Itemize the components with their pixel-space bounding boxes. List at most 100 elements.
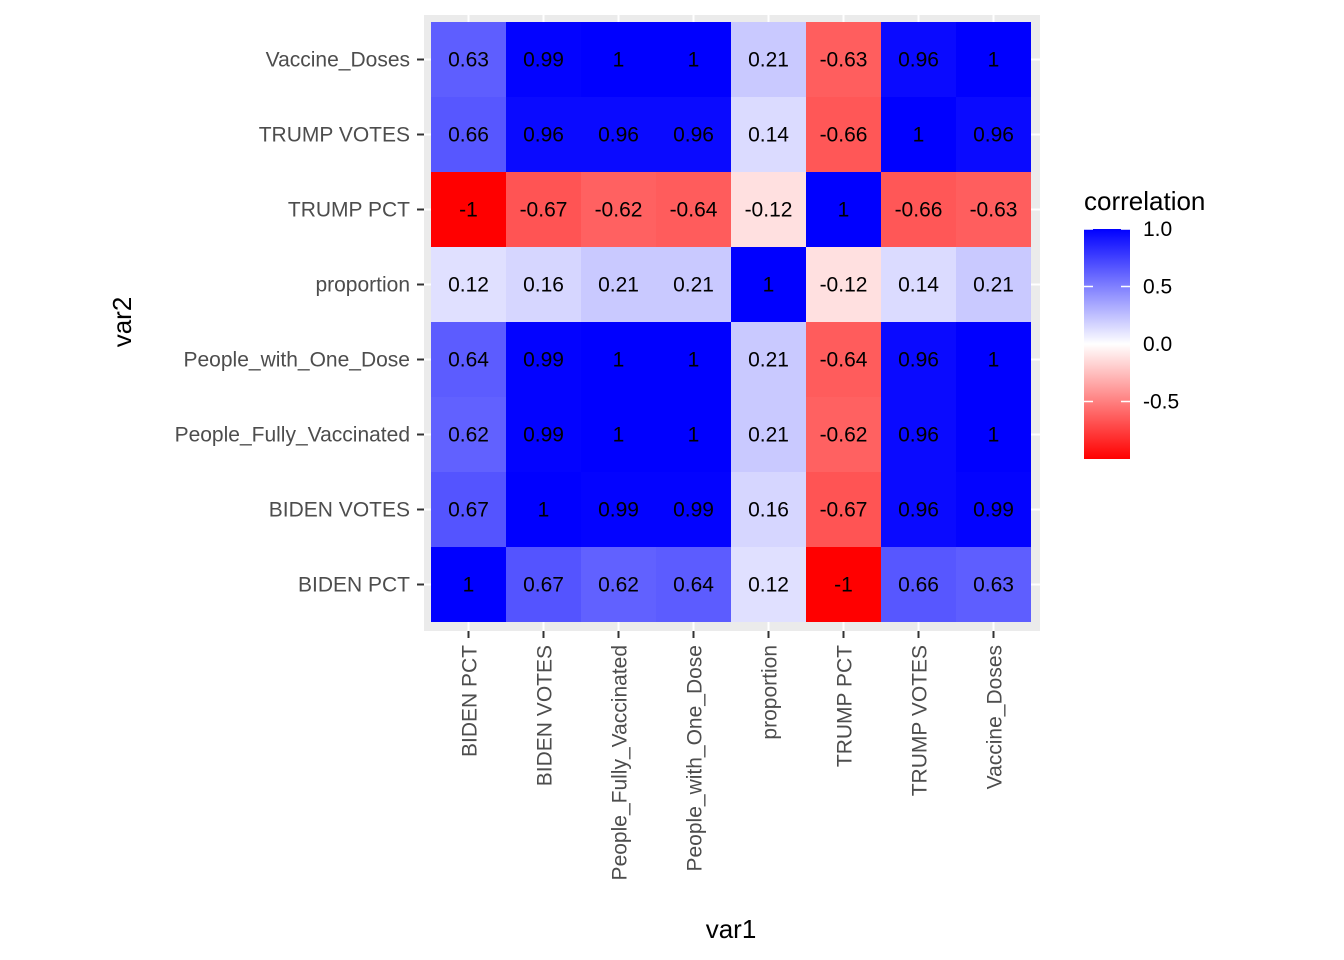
heatmap-cell xyxy=(656,22,731,97)
heatmap-cell xyxy=(806,472,881,547)
heatmap-cell xyxy=(581,97,656,172)
heatmap-cell xyxy=(731,247,806,322)
legend-tick-label: 0.0 xyxy=(1143,333,1172,356)
cell-value-label: 1 xyxy=(688,349,700,372)
heatmap-cell xyxy=(731,22,806,97)
heatmap-cell xyxy=(731,97,806,172)
heatmap-cell xyxy=(656,397,731,472)
cell-value-label: -0.63 xyxy=(970,199,1018,222)
heatmap-cell xyxy=(956,397,1031,472)
heatmap-cells xyxy=(431,22,1031,622)
cell-value-label: 0.96 xyxy=(598,124,639,147)
cell-value-label: 0.99 xyxy=(598,499,639,522)
cell-value-label: 0.21 xyxy=(748,349,789,372)
y-tick-label: People_with_One_Dose xyxy=(184,349,411,372)
heatmap-cell xyxy=(656,247,731,322)
heatmap-cell xyxy=(881,22,956,97)
heatmap-cell xyxy=(881,472,956,547)
cell-value-label: 1 xyxy=(613,49,625,72)
cell-value-label: -0.67 xyxy=(820,499,868,522)
heatmap-cell xyxy=(731,397,806,472)
cell-value-label: -0.64 xyxy=(670,199,718,222)
x-axis-title: var1 xyxy=(706,914,757,944)
cell-value-label: 0.21 xyxy=(748,49,789,72)
cell-value-label: 1 xyxy=(688,49,700,72)
cell-value-label: 0.67 xyxy=(448,499,489,522)
cell-value-label: 0.96 xyxy=(898,424,939,447)
cell-value-label: 0.63 xyxy=(973,574,1014,597)
y-tick-label: People_Fully_Vaccinated xyxy=(175,424,410,447)
heatmap-cell xyxy=(656,97,731,172)
heatmap-cell xyxy=(881,247,956,322)
cell-value-label: 0.14 xyxy=(748,124,789,147)
heatmap-cell xyxy=(956,22,1031,97)
cell-value-label: 0.66 xyxy=(898,574,939,597)
cell-value-label: -0.12 xyxy=(820,274,868,297)
cell-value-label: 0.96 xyxy=(898,49,939,72)
y-tick-label: BIDEN PCT xyxy=(298,574,410,597)
legend-title: correlation xyxy=(1084,186,1205,216)
heatmap-cell xyxy=(806,22,881,97)
heatmap-cell xyxy=(431,547,506,622)
heatmap-cell xyxy=(506,97,581,172)
y-tick-label: Vaccine_Doses xyxy=(266,49,410,72)
cell-value-label: 1 xyxy=(838,199,850,222)
heatmap-cell xyxy=(731,172,806,247)
x-tick-label: TRUMP PCT xyxy=(834,645,857,767)
cell-value-label: 0.96 xyxy=(673,124,714,147)
cell-value-label: 0.67 xyxy=(523,574,564,597)
cell-value-label: 0.63 xyxy=(448,49,489,72)
cell-value-label: 0.99 xyxy=(673,499,714,522)
cell-value-label: 0.64 xyxy=(673,574,714,597)
x-tick-label: TRUMP VOTES xyxy=(909,645,932,796)
x-axis: BIDEN PCT BIDEN VOTES People_Fully_Vaccina… xyxy=(459,631,1007,880)
heatmap-cell xyxy=(806,397,881,472)
heatmap-cell xyxy=(806,322,881,397)
heatmap-cell xyxy=(506,397,581,472)
heatmap-cell xyxy=(431,22,506,97)
heatmap-cell xyxy=(731,472,806,547)
x-tick-label: proportion xyxy=(759,645,782,740)
legend-tick-label: 0.5 xyxy=(1143,276,1172,299)
heatmap-cell xyxy=(881,322,956,397)
y-tick-label: proportion xyxy=(315,274,410,297)
cell-value-label: 0.21 xyxy=(673,274,714,297)
heatmap-cell xyxy=(806,547,881,622)
cell-value-label: 1 xyxy=(538,499,550,522)
cell-value-label: 1 xyxy=(913,124,925,147)
cell-value-label: 0.96 xyxy=(523,124,564,147)
heatmap-cell xyxy=(881,547,956,622)
x-tick-label: People_with_One_Dose xyxy=(684,645,707,872)
y-axis-title: var2 xyxy=(107,297,137,348)
heatmap-cell xyxy=(506,172,581,247)
cell-value-label: 0.96 xyxy=(973,124,1014,147)
cell-value-label: 0.12 xyxy=(448,274,489,297)
heatmap-cell xyxy=(506,472,581,547)
cell-value-label: 0.12 xyxy=(748,574,789,597)
heatmap-cell xyxy=(431,247,506,322)
heatmap-cell xyxy=(506,22,581,97)
cell-value-label: -0.67 xyxy=(520,199,568,222)
cell-value-label: -0.66 xyxy=(820,124,868,147)
cell-value-label: 0.62 xyxy=(448,424,489,447)
heatmap-cell xyxy=(431,97,506,172)
heatmap-cell xyxy=(881,97,956,172)
cell-value-label: 1 xyxy=(763,274,775,297)
heatmap-cell xyxy=(806,247,881,322)
legend: correlation 1.0 0.5 0.0 -0.5 xyxy=(1084,186,1205,459)
legend-tick-label: -0.5 xyxy=(1143,391,1179,414)
heatmap-cell xyxy=(656,172,731,247)
cell-value-label: 1 xyxy=(988,424,1000,447)
cell-value-label: 0.21 xyxy=(973,274,1014,297)
y-axis: BIDEN PCT BIDEN VOTES People_Fully_Vaccina… xyxy=(175,49,424,597)
cell-value-label: 0.16 xyxy=(748,499,789,522)
heatmap-cell xyxy=(581,472,656,547)
cell-value-label: -0.62 xyxy=(595,199,643,222)
heatmap-cell-labels: 1 0.67 0.62 0.64 0.12 -1 0.66 0.63 0.67 1 0.99 0.99… xyxy=(448,49,1017,597)
cell-value-label: 0.21 xyxy=(598,274,639,297)
cell-value-label: 0.99 xyxy=(523,49,564,72)
cell-value-label: 1 xyxy=(988,49,1000,72)
cell-value-label: 0.14 xyxy=(898,274,939,297)
y-tick-label: TRUMP VOTES xyxy=(259,124,410,147)
